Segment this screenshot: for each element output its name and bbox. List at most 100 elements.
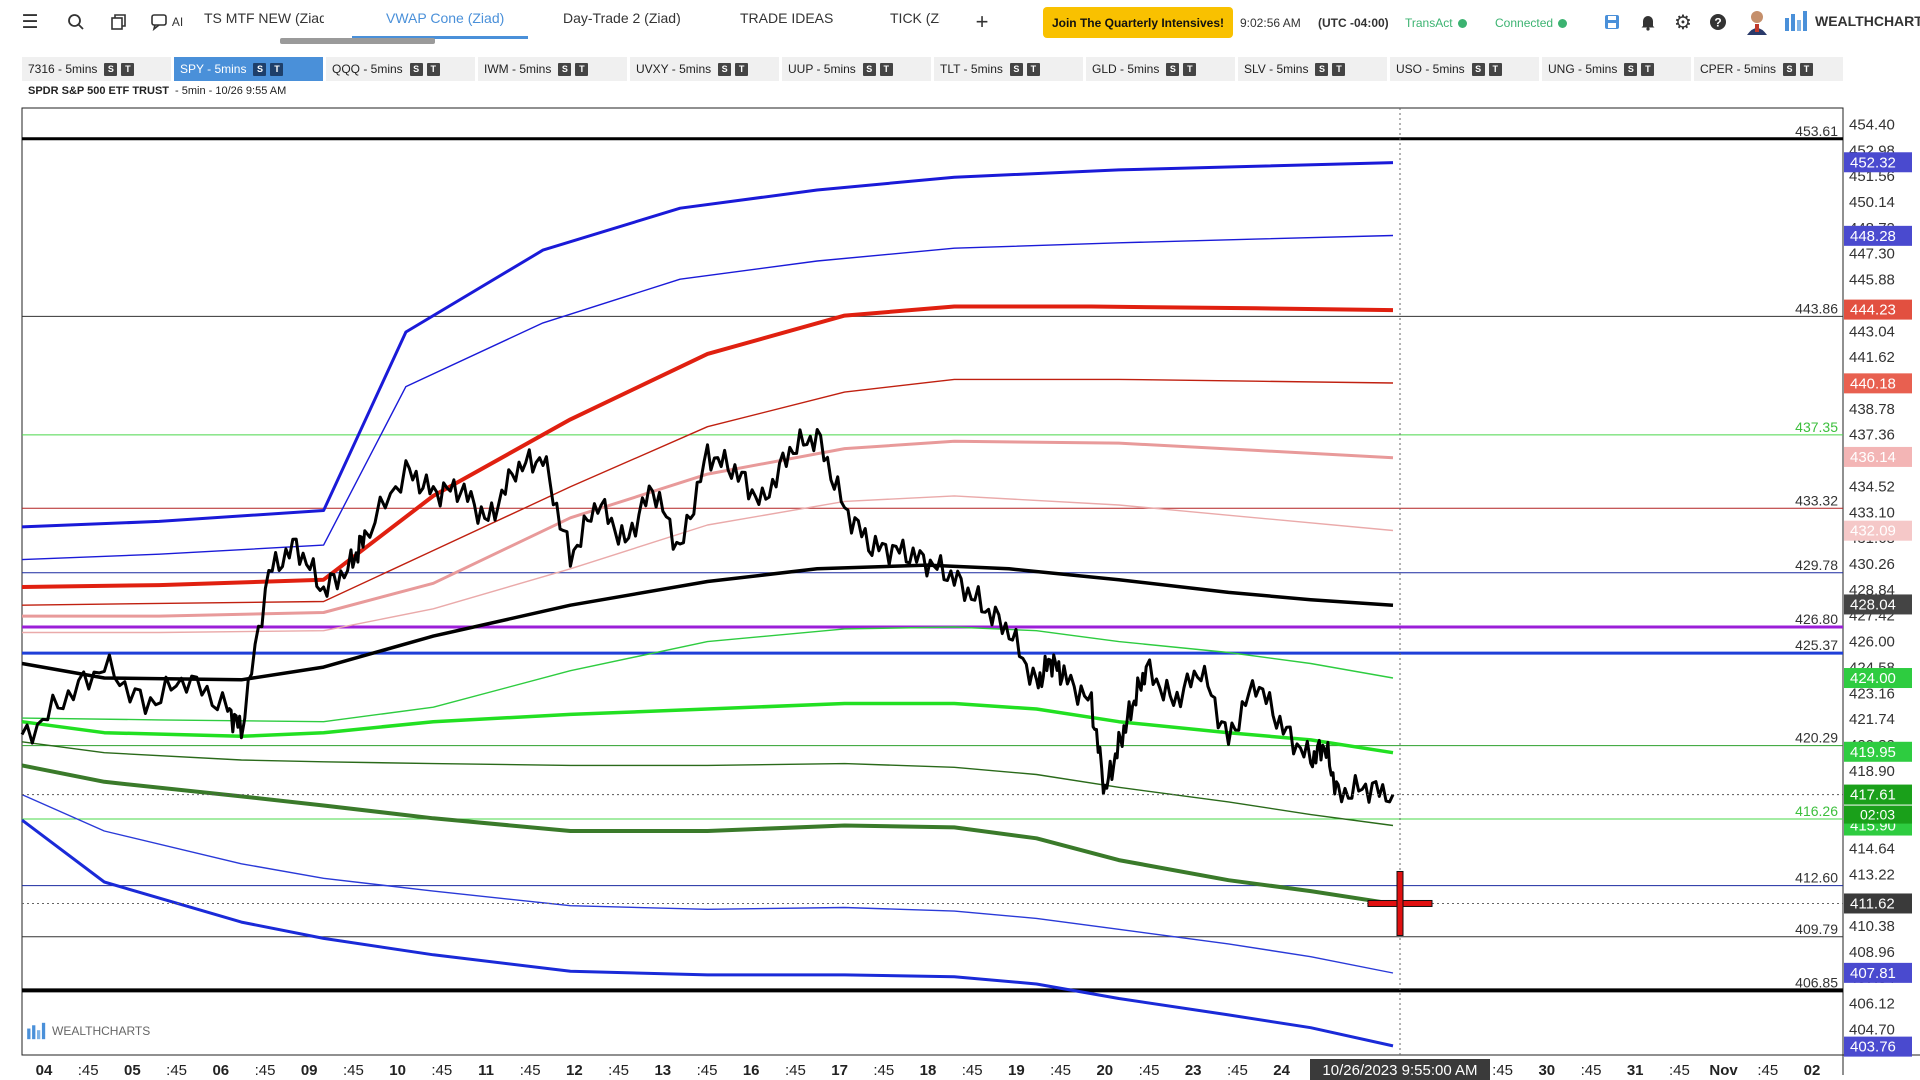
layouts-icon[interactable] bbox=[107, 10, 131, 34]
t-badge-icon[interactable]: T bbox=[121, 62, 135, 76]
symbol-tab-6[interactable]: TLT - 5mins S T bbox=[934, 57, 1083, 81]
hline-label-2: 437.35 bbox=[1795, 419, 1838, 435]
t-badge-icon[interactable]: T bbox=[1183, 62, 1197, 76]
s-badge-icon[interactable]: S bbox=[1471, 62, 1485, 76]
symbol-tab-2[interactable]: QQQ - 5mins S T bbox=[326, 57, 475, 81]
right-price-label-5-bg bbox=[1844, 520, 1912, 541]
band-line-5 bbox=[22, 495, 1394, 634]
x-tick-26: 23 bbox=[1185, 1062, 1202, 1079]
x-tick-12: 12 bbox=[566, 1062, 583, 1079]
active-tab-indicator bbox=[352, 36, 528, 39]
connection-status: Connected bbox=[1495, 16, 1568, 30]
t-badge-icon[interactable]: T bbox=[1488, 62, 1502, 76]
search-icon[interactable] bbox=[64, 10, 88, 34]
s-badge-icon[interactable]: S bbox=[1009, 62, 1023, 76]
symbol-tab-4[interactable]: UVXY - 5mins S T bbox=[630, 57, 779, 81]
t-badge-icon[interactable]: T bbox=[879, 62, 893, 76]
right-price-label-0-bg bbox=[1844, 152, 1912, 173]
crosshair-time-bg bbox=[1310, 1059, 1490, 1080]
t-badge-icon[interactable]: T bbox=[1026, 62, 1040, 76]
s-badge-icon[interactable]: S bbox=[1624, 62, 1638, 76]
hline-label-4: 429.78 bbox=[1795, 557, 1838, 573]
s-badge-icon[interactable]: S bbox=[1315, 62, 1329, 76]
tab-day-trade-2[interactable]: Day-Trade 2 (Ziad) bbox=[563, 10, 681, 26]
symbol-tab-5[interactable]: UUP - 5mins S T bbox=[782, 57, 931, 81]
tab-trade-ideas[interactable]: TRADE IDEAS bbox=[740, 10, 834, 26]
x-tick-33: :45 bbox=[1492, 1062, 1513, 1079]
y-tick-31: 410.38 bbox=[1849, 918, 1895, 935]
y-tick-32: 408.96 bbox=[1849, 944, 1895, 961]
countdown-bg bbox=[1844, 805, 1912, 824]
symbol-tab-7[interactable]: GLD - 5mins S T bbox=[1086, 57, 1235, 81]
s-badge-icon[interactable]: S bbox=[1166, 62, 1180, 76]
band-line-12 bbox=[21, 818, 1394, 1048]
add-tab-icon[interactable]: + bbox=[975, 9, 989, 34]
promo-button[interactable]: Join The Quarterly Intensives! bbox=[1043, 7, 1233, 38]
brand-logo-icon bbox=[1785, 11, 1807, 31]
s-badge-icon[interactable]: S bbox=[253, 62, 267, 76]
top-toolbar: ☰ AI TS MTF NEW (Ziad) VWAP Cone (Ziad) … bbox=[0, 0, 1920, 44]
tabs-scrollbar[interactable] bbox=[280, 38, 435, 44]
tab-tick[interactable]: TICK (Ziad) bbox=[890, 10, 940, 26]
y-tick-9: 441.62 bbox=[1849, 349, 1895, 366]
hline-label-0: 453.61 bbox=[1795, 123, 1838, 139]
right-price-label-7: 424.00 bbox=[1850, 670, 1896, 687]
y-tick-25: 418.90 bbox=[1849, 763, 1895, 780]
bell-icon[interactable] bbox=[1636, 10, 1660, 34]
t-badge-icon[interactable]: T bbox=[1332, 62, 1346, 76]
symbol-tab-11[interactable]: CPER - 5mins S T bbox=[1694, 57, 1843, 81]
tab-vwap-cone[interactable]: VWAP Cone (Ziad) bbox=[386, 10, 505, 26]
tab-ts-mtf[interactable]: TS MTF NEW (Ziad) bbox=[204, 10, 324, 26]
y-tick-0: 454.40 bbox=[1849, 116, 1895, 133]
x-tick-40: 02 bbox=[1804, 1062, 1821, 1079]
s-badge-icon[interactable]: S bbox=[558, 62, 572, 76]
band-line-11 bbox=[21, 793, 1394, 974]
s-badge-icon[interactable]: S bbox=[718, 62, 732, 76]
t-badge-icon[interactable]: T bbox=[1641, 62, 1655, 76]
s-badge-icon[interactable]: S bbox=[409, 62, 423, 76]
help-icon[interactable]: ? bbox=[1706, 10, 1730, 34]
avatar[interactable] bbox=[1744, 10, 1770, 35]
transact-status[interactable]: TransAct bbox=[1405, 16, 1467, 30]
t-badge-icon[interactable]: T bbox=[735, 62, 749, 76]
symbol-tab-0[interactable]: 7316 - 5mins S T bbox=[22, 57, 171, 81]
symbol-tab-8[interactable]: SLV - 5mins S T bbox=[1238, 57, 1387, 81]
y-tick-35: 404.70 bbox=[1849, 1022, 1895, 1039]
symbol-tab-10[interactable]: UNG - 5mins S T bbox=[1542, 57, 1691, 81]
t-badge-icon[interactable]: T bbox=[575, 62, 589, 76]
y-tick-12: 437.36 bbox=[1849, 427, 1895, 444]
t-badge-icon[interactable]: T bbox=[270, 62, 284, 76]
symbol-tab-1[interactable]: SPY - 5mins S T bbox=[174, 57, 323, 81]
x-tick-0: 04 bbox=[36, 1062, 53, 1079]
x-tick-14: 13 bbox=[654, 1062, 671, 1079]
y-tick-17: 430.26 bbox=[1849, 556, 1895, 573]
x-tick-18: 17 bbox=[831, 1062, 848, 1079]
symbol-tab-9[interactable]: USO - 5mins S T bbox=[1390, 57, 1539, 81]
s-badge-icon[interactable]: S bbox=[104, 62, 118, 76]
x-tick-34: 30 bbox=[1538, 1062, 1555, 1079]
right-price-label-5: 432.09 bbox=[1850, 523, 1896, 540]
svg-text:?: ? bbox=[1714, 16, 1721, 30]
hline-label-7: 420.29 bbox=[1795, 730, 1838, 746]
right-price-label-2-bg bbox=[1844, 299, 1912, 320]
symbol-tab-3[interactable]: IWM - 5mins S T bbox=[478, 57, 627, 81]
x-tick-28: 24 bbox=[1273, 1062, 1290, 1079]
s-badge-icon[interactable]: S bbox=[862, 62, 876, 76]
clock-time: 9:02:56 AM bbox=[1240, 16, 1301, 30]
menu-icon[interactable]: ☰ bbox=[21, 11, 39, 33]
transact-label: TransAct bbox=[1405, 16, 1453, 30]
timezone-label[interactable]: (UTC -04:00) bbox=[1318, 16, 1389, 30]
ai-chat-icon[interactable]: AI bbox=[150, 10, 184, 34]
x-tick-21: :45 bbox=[962, 1062, 983, 1079]
price-line bbox=[20, 428, 1395, 804]
t-badge-icon[interactable]: T bbox=[1800, 62, 1814, 76]
t-badge-icon[interactable]: T bbox=[426, 62, 440, 76]
save-icon[interactable] bbox=[1600, 10, 1624, 34]
x-tick-4: 06 bbox=[212, 1062, 229, 1079]
chart-header: SPDR S&P 500 ETF TRUST - 5min - 10/26 9:5… bbox=[28, 85, 286, 97]
gear-icon[interactable]: ⚙ bbox=[1674, 11, 1692, 34]
s-badge-icon[interactable]: S bbox=[1783, 62, 1797, 76]
right-price-label-4: 436.14 bbox=[1850, 449, 1896, 466]
x-tick-5: :45 bbox=[255, 1062, 276, 1079]
